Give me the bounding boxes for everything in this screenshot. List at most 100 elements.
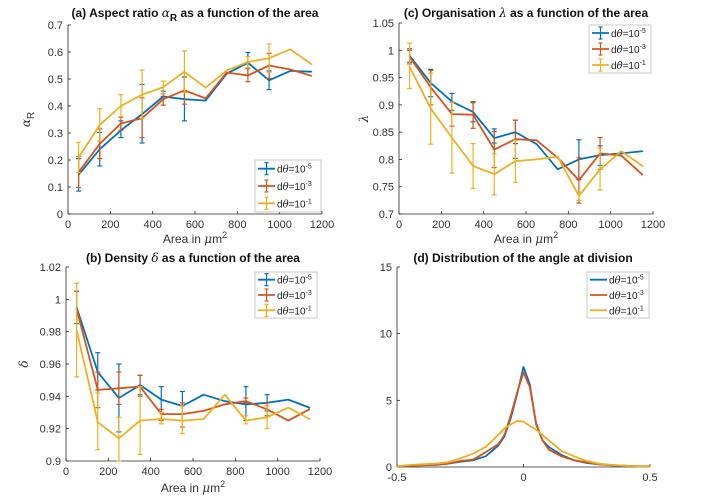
data-point: [472, 452, 474, 455]
legend-label: dθ=10-3: [277, 290, 312, 302]
data-point: [434, 462, 436, 465]
data-point: [202, 410, 205, 412]
title-symbol: δ: [151, 251, 158, 265]
y-tick-label: 0.85: [373, 127, 394, 139]
legend-text: d: [609, 276, 615, 287]
title-subscript: R: [170, 13, 178, 24]
legend-theta: θ: [283, 291, 289, 302]
y-axis-label: δ: [17, 360, 31, 367]
x-tick-label: 1000: [598, 219, 622, 231]
data-point: [484, 446, 487, 448]
legend-theta: θ: [283, 306, 289, 317]
series-line: [408, 66, 643, 197]
data-point: [308, 406, 311, 409]
legend-theta: θ: [617, 29, 623, 40]
legend-label: dθ=10-5: [277, 275, 312, 287]
x-tick-label: 600: [186, 219, 204, 231]
legend-text: d: [277, 291, 283, 302]
y-tick-label: 0.98: [40, 327, 61, 339]
legend-label: dθ=10-3: [609, 290, 644, 302]
x-tick-label: 600: [184, 466, 202, 478]
data-point: [556, 168, 559, 171]
y-tick-label: 0.8: [379, 154, 394, 166]
data-point: [472, 458, 474, 461]
legend-text: d: [277, 306, 283, 317]
y-tick-label: 1.02: [40, 262, 61, 274]
x-tick-label: -0.5: [388, 472, 407, 484]
data-point: [522, 366, 525, 368]
legend-exponent: -3: [306, 181, 312, 188]
legend-label: dθ=10-1: [611, 60, 646, 72]
data-point: [503, 427, 506, 430]
data-point: [225, 71, 228, 74]
data-point: [529, 424, 531, 427]
x-label-exponent: 2: [553, 230, 558, 240]
data-point: [560, 455, 563, 458]
series-1: [396, 371, 651, 468]
legend-exponent: -5: [306, 275, 312, 282]
series-0: [396, 366, 651, 468]
legend-text: d: [609, 306, 615, 317]
data-point: [310, 63, 313, 65]
legend-text: =10: [289, 291, 306, 302]
y-label-symbol: α: [19, 119, 33, 127]
data-point: [484, 451, 487, 454]
y-tick-label: 0: [386, 462, 392, 474]
data-point: [225, 69, 228, 72]
y-tick-label: 0.1: [48, 182, 63, 194]
legend-theta: θ: [615, 291, 621, 302]
data-point: [484, 455, 487, 458]
y-tick-label: 1: [388, 45, 394, 57]
data-point: [204, 86, 207, 89]
series-line: [396, 366, 650, 468]
y-label-subscript: R: [26, 112, 37, 119]
data-point: [641, 165, 644, 167]
legend: dθ=10-5dθ=10-3dθ=10-1: [254, 159, 322, 213]
legend-theta: θ: [615, 276, 621, 287]
data-point: [620, 154, 623, 157]
y-tick-label: 5: [386, 395, 392, 407]
data-point: [289, 68, 292, 71]
data-point: [585, 460, 588, 462]
data-point: [641, 150, 644, 153]
legend: dθ=10-5dθ=10-3dθ=10-1: [586, 271, 650, 319]
legend-label: dθ=10-1: [277, 198, 312, 210]
data-point: [202, 393, 205, 396]
legend-text: d: [611, 29, 617, 40]
legend-text: =10: [621, 306, 638, 317]
series-line: [75, 307, 310, 409]
x-label-text: m: [543, 232, 553, 246]
data-point: [598, 462, 601, 465]
x-tick-label: 400: [143, 219, 161, 231]
chart-a: 0 200 400 600 800 1000 1200 0 0.1 0.2 0.3 0.4 0.5 0.6…: [19, 6, 334, 246]
series-2: [396, 420, 651, 468]
series-2: [74, 282, 311, 462]
x-axis-label: Area in μm2: [494, 230, 558, 246]
legend-label: dθ=10-1: [609, 305, 644, 317]
x-tick-label: 0.5: [642, 472, 657, 484]
data-point: [623, 464, 626, 467]
chart-c: 0 200 400 600 800 1000 1200 0.7 0.75 0.8 0.85 0.9 0.…: [357, 6, 665, 246]
y-tick-label: 0.96: [40, 359, 61, 371]
chart-title: (a) Aspect ratio αR as a function of the…: [72, 6, 319, 24]
title-text: (a) Aspect ratio: [72, 6, 162, 20]
legend-theta: θ: [283, 182, 289, 193]
data-point: [522, 371, 525, 374]
x-label-text: Area in: [163, 232, 204, 246]
data-point: [573, 459, 575, 462]
legend-text: =10: [623, 61, 640, 72]
x-tick-label: 600: [517, 219, 535, 231]
data-point: [503, 434, 506, 436]
x-label-mu: μ: [204, 232, 212, 246]
data-point: [497, 443, 500, 446]
x-axis-label: Area in μm2: [163, 230, 227, 246]
series-line: [408, 56, 644, 182]
data-point: [535, 158, 538, 161]
y-tick-label: 0.94: [40, 391, 61, 403]
x-tick-label: 0: [520, 472, 526, 484]
y-axis-label: αR: [19, 112, 37, 127]
legend-text: =10: [623, 45, 640, 56]
legend-label: dθ=10-3: [277, 181, 312, 193]
